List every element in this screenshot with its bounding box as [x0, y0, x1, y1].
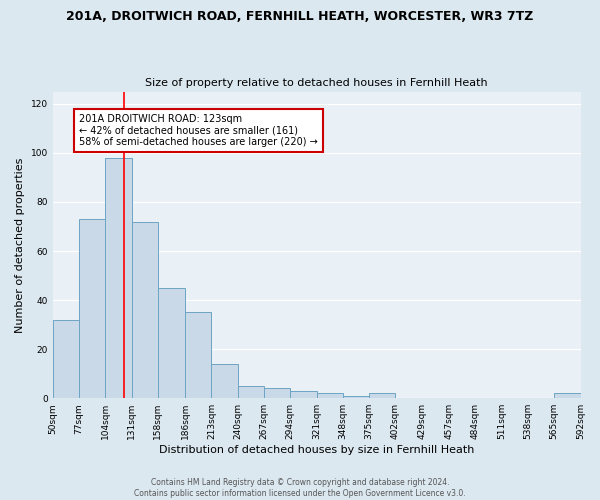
Text: Contains HM Land Registry data © Crown copyright and database right 2024.
Contai: Contains HM Land Registry data © Crown c… [134, 478, 466, 498]
Bar [369, 394, 395, 398]
Bar [554, 394, 581, 398]
Bar [131, 222, 158, 398]
Bar [290, 391, 317, 398]
Bar [185, 312, 211, 398]
X-axis label: Distribution of detached houses by size in Fernhill Heath: Distribution of detached houses by size … [159, 445, 474, 455]
Y-axis label: Number of detached properties: Number of detached properties [15, 157, 25, 332]
Bar [53, 320, 79, 398]
Bar [317, 394, 343, 398]
Bar [105, 158, 131, 398]
Bar [343, 396, 369, 398]
Bar [264, 388, 290, 398]
Bar [211, 364, 238, 398]
Bar [79, 219, 105, 398]
Bar [238, 386, 264, 398]
Bar [158, 288, 185, 398]
Title: Size of property relative to detached houses in Fernhill Heath: Size of property relative to detached ho… [145, 78, 488, 88]
Text: 201A DROITWICH ROAD: 123sqm
← 42% of detached houses are smaller (161)
58% of se: 201A DROITWICH ROAD: 123sqm ← 42% of det… [79, 114, 318, 147]
Text: 201A, DROITWICH ROAD, FERNHILL HEATH, WORCESTER, WR3 7TZ: 201A, DROITWICH ROAD, FERNHILL HEATH, WO… [67, 10, 533, 23]
